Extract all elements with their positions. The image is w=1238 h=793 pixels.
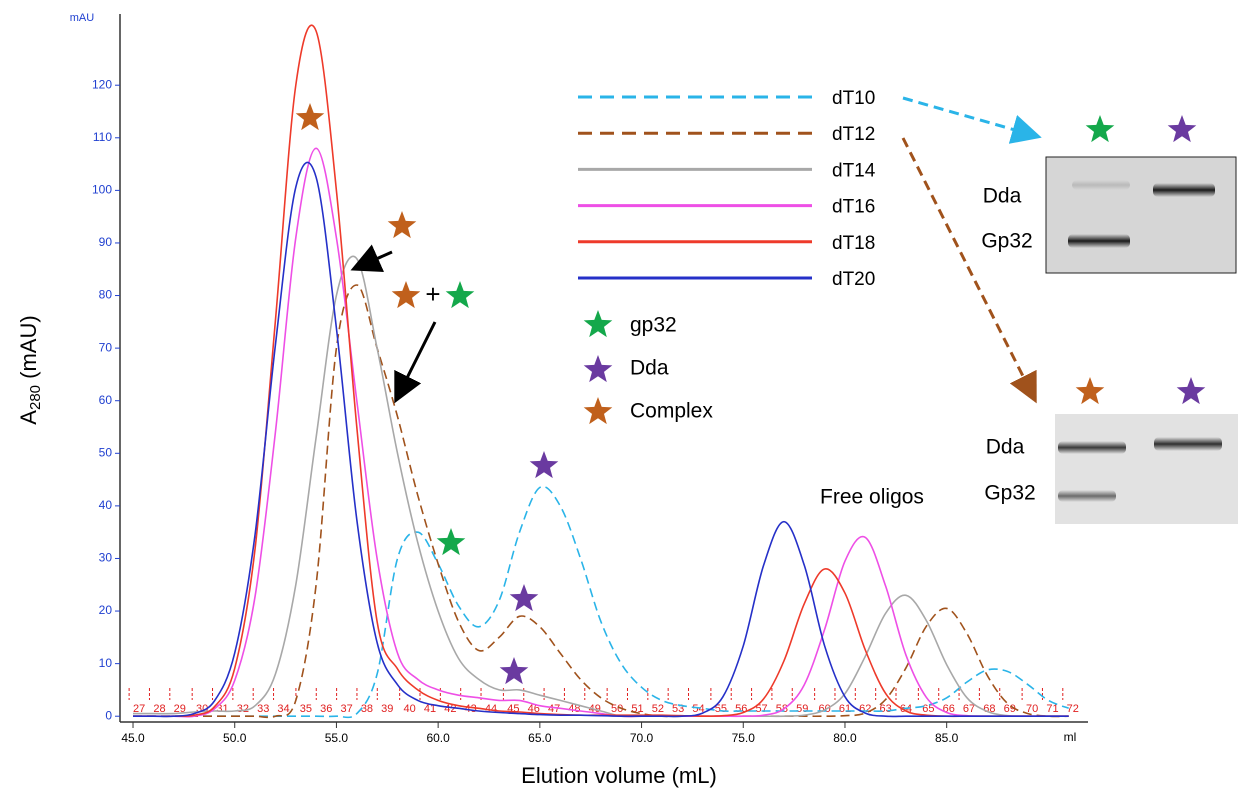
star-legend-label: Complex [630, 400, 713, 423]
legend-label: dT16 [832, 197, 875, 218]
y-tick-label: 60 [99, 393, 113, 407]
star [446, 281, 475, 308]
fraction-label: 61 [839, 703, 851, 715]
star [1086, 115, 1115, 142]
fraction-label: 53 [672, 703, 684, 715]
star [1076, 377, 1105, 404]
y-tick-label: 30 [99, 551, 113, 565]
fraction-label: 40 [404, 703, 416, 715]
fraction-label: 35 [300, 703, 312, 715]
legend-label: dT14 [832, 160, 876, 181]
fraction-label: 36 [320, 703, 332, 715]
fraction-label: 32 [237, 703, 249, 715]
x-tick-label: 50.0 [223, 731, 247, 745]
gel-band [1068, 234, 1130, 248]
y-tick-label: 110 [93, 130, 112, 144]
y-title-rest: (mAU) [16, 315, 41, 385]
fraction-label: 67 [963, 703, 975, 715]
chart: A280 (mAU) Elution volume (mL) mAU ml 0 1… [0, 0, 1238, 793]
x-tick-label: 45.0 [121, 731, 145, 745]
legend-label: dT20 [832, 269, 875, 290]
x-axis-title: Elution volume (mL) [521, 763, 717, 788]
y-unit: mAU [70, 12, 95, 24]
star [584, 355, 613, 382]
y-tick-label: 0 [105, 708, 112, 722]
y-tick-label: 40 [99, 498, 113, 512]
star [510, 584, 539, 611]
series-line [133, 148, 1069, 716]
fraction-label: 34 [277, 703, 289, 715]
fraction-label: 39 [381, 703, 393, 715]
legend: dT10 dT12 dT14 dT16 dT18 dT20 gp32 Dda Complex [578, 88, 876, 423]
arrow [397, 322, 435, 398]
gel-band [1153, 183, 1215, 197]
gel-band [1058, 490, 1116, 502]
fraction-label: 59 [796, 703, 808, 715]
gel-image [1046, 157, 1236, 273]
y-title-sub: 280 [27, 385, 44, 410]
gel-label: Dda [986, 436, 1025, 459]
x-unit: ml [1064, 730, 1077, 744]
x-tick-label: 70.0 [630, 731, 654, 745]
gel-image [1055, 414, 1238, 524]
gel-band [1058, 441, 1126, 454]
y-tick-label: 50 [99, 445, 113, 459]
plus-sign: + [425, 279, 440, 309]
star-legend-label: gp32 [630, 314, 677, 337]
y-tick-label: 20 [99, 603, 113, 617]
y-tick-label: 70 [99, 340, 113, 354]
y-tick-label: 90 [99, 235, 113, 249]
series-line [133, 487, 1069, 718]
star [437, 528, 466, 555]
legend-label: dT18 [832, 233, 875, 254]
x-tick-label: 75.0 [732, 731, 756, 745]
star-legend-label: Dda [630, 357, 669, 380]
x-tick-label: 85.0 [935, 731, 959, 745]
star [1168, 115, 1197, 142]
gel-label: Dda [983, 185, 1022, 208]
gel-label: Gp32 [981, 230, 1032, 253]
ticks: 0 10 20 30 40 50 60 70 80 90 100 110 120 45.0 50.0 55.0… [92, 77, 959, 745]
star [392, 281, 421, 308]
star [500, 657, 529, 684]
arrow [903, 98, 1036, 136]
gel-label: Gp32 [984, 482, 1035, 505]
free-oligos-label: Free oligos [820, 486, 924, 509]
legend-label: dT10 [832, 88, 875, 109]
arrow [356, 252, 392, 268]
fraction-label: 37 [340, 703, 352, 715]
gel-band [1154, 437, 1222, 451]
fraction-label: 52 [652, 703, 664, 715]
star [584, 310, 613, 337]
star [530, 451, 559, 478]
x-tick-label: 80.0 [833, 731, 857, 745]
fraction-label: 60 [819, 703, 831, 715]
star [584, 397, 613, 424]
series-line [133, 162, 1069, 716]
fraction-label: 58 [776, 703, 788, 715]
x-tick-label: 65.0 [528, 731, 552, 745]
y-axis-title: A280 (mAU) [16, 315, 44, 424]
fraction-label: 72 [1067, 703, 1079, 715]
fraction-label: 33 [257, 703, 269, 715]
y-tick-label: 100 [92, 183, 112, 197]
x-tick-label: 55.0 [325, 731, 349, 745]
fraction-label: 38 [361, 703, 373, 715]
star [1177, 377, 1206, 404]
y-title-main: A [16, 410, 41, 425]
fraction-label: 47 [548, 703, 560, 715]
star [388, 211, 417, 238]
legend-label: dT12 [832, 124, 875, 145]
star [296, 103, 325, 130]
x-tick-label: 60.0 [426, 731, 450, 745]
y-tick-label: 120 [92, 77, 112, 91]
arrow [903, 138, 1034, 398]
y-tick-label: 10 [99, 656, 113, 670]
gel-band [1072, 180, 1130, 190]
y-tick-label: 80 [99, 288, 113, 302]
page: {"chart_data": { "type": "line", "y_labe… [0, 0, 1238, 793]
